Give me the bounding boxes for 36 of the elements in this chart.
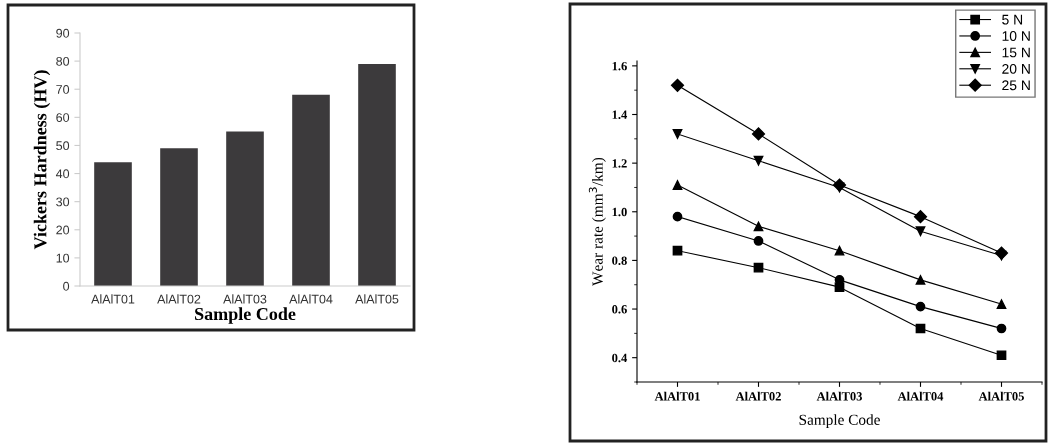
y-tick-label: 0.8 [612,256,627,265]
x-axis-title: Sample Code [195,307,296,324]
x-tick-label: AlAlT01 [654,391,700,401]
x-tick-label: AlAlT01 [91,294,135,304]
y-tick-label: 40 [55,169,70,179]
y-tick-label: 10 [56,253,70,263]
y-tick-label: 50 [56,141,70,151]
legend-label: 15 N [1002,47,1030,58]
y-tick-label: 60 [56,113,70,122]
x-tick-label: AlAlT03 [816,391,862,401]
x-tick-label: AlAlT02 [735,391,781,401]
y-tick-label: 0.4 [612,353,628,363]
y-tick-label: 20 [56,225,70,235]
legend-label: 5 N [1002,14,1023,25]
y-tick-label: 80 [56,56,70,66]
y-axis-title: Wear rate (mm$^{3}$/km) [588,157,606,286]
y-tick-label: 90 [56,28,70,38]
y-tick-label: 1.6 [612,61,627,71]
legend-label: 10 N [1002,31,1030,41]
y-tick-label: 1.4 [612,110,628,120]
x-tick-label: AlAlT02 [157,294,201,304]
y-tick-label: 0 [63,281,70,291]
x-tick-label: AlAlT04 [897,391,944,401]
y-tick-label: 1.2 [612,159,627,168]
y-axis-title: Vickers Hardness (HV) [33,70,51,250]
x-axis-title: Sample Code [799,414,880,429]
x-tick-label: AlAlT03 [223,294,267,304]
y-tick-label: 1.0 [612,207,627,217]
y-tick-label: 0.6 [612,305,627,314]
y-tick-label: 30 [56,197,70,207]
legend-label: 25 N [1002,80,1030,91]
x-tick-label: AlAlT05 [355,294,399,304]
x-tick-label: AlAlT05 [978,391,1024,401]
legend-label: 20 N [1002,63,1030,74]
x-tick-label: AlAlT04 [289,294,333,304]
y-tick-label: 70 [56,85,70,94]
